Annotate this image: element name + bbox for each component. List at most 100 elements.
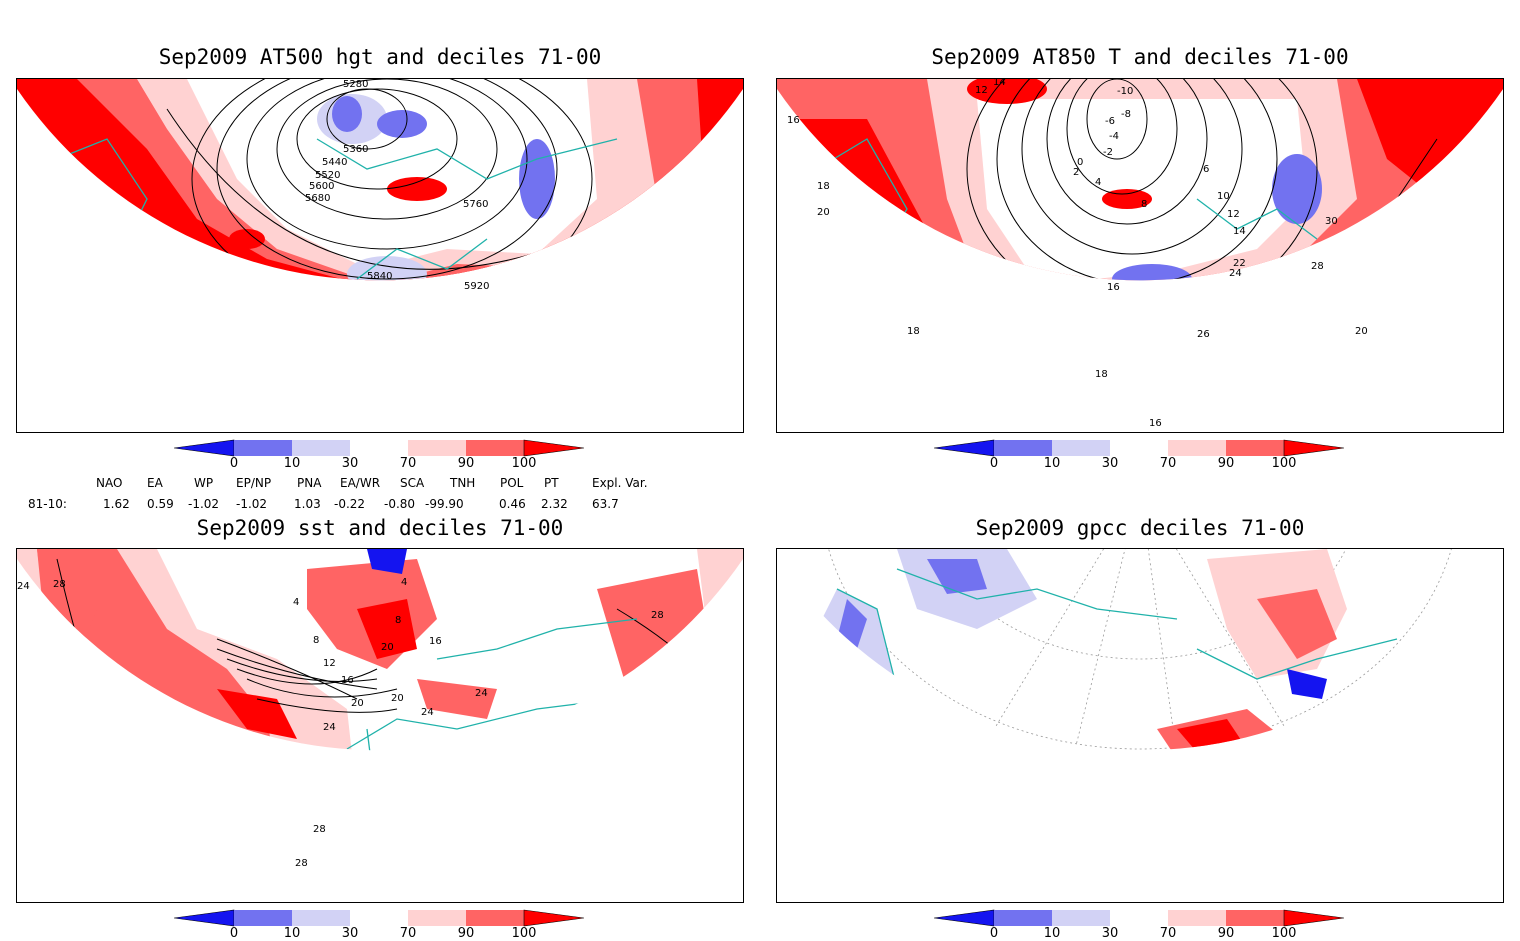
contour-label: 20 xyxy=(351,698,364,709)
colorbar-label: 70 xyxy=(399,926,417,941)
contour-labels-hgt: 5280 5360 5440 5520 5600 5680 5760 5840 … xyxy=(305,79,489,292)
colorbar-label: 30 xyxy=(341,926,359,941)
index-value: 1.03 xyxy=(294,497,321,511)
index-value: 1.62 xyxy=(103,497,130,511)
colorbar-svg xyxy=(933,439,1345,457)
colorbar-label: 90 xyxy=(457,926,475,941)
colorbar-label: 100 xyxy=(511,456,537,471)
colorbar-box xyxy=(1168,440,1226,456)
contour-label: 20 xyxy=(1355,326,1368,337)
index-value: -1.02 xyxy=(236,497,268,511)
colorbar-arrow-high xyxy=(523,909,585,927)
index-row-label: 81-10: xyxy=(28,497,67,511)
index-header: SCA xyxy=(400,476,425,490)
colorbar-label: 10 xyxy=(1043,456,1061,471)
contour-label: 16 xyxy=(787,115,800,126)
contour-label: 4 xyxy=(401,577,407,588)
colorbar-label: 30 xyxy=(341,456,359,471)
colorbar-label: 0 xyxy=(989,456,999,471)
colorbar-bottom-right: 0 10 30 70 90 100 xyxy=(933,908,1345,941)
contour-label: 5280 xyxy=(343,79,368,90)
colorbar-box xyxy=(234,910,292,926)
contour-labels-t850: 14 12 -10 -8 -6 -4 -2 0 2 4 6 8 10 12 14… xyxy=(787,79,1368,429)
index-value: 0.59 xyxy=(147,497,174,511)
colorbar-arrow-low xyxy=(933,909,995,927)
colorbar-box xyxy=(994,440,1052,456)
index-header: POL xyxy=(500,476,524,490)
contour-label: 24 xyxy=(1229,268,1242,279)
index-header: PNA xyxy=(297,476,322,490)
colorbar-arrow-high xyxy=(1283,439,1345,457)
colorbar-arrow-low xyxy=(173,439,235,457)
contour-labels-sst: 24 28 4 8 12 16 20 24 20 24 28 28 28 24 … xyxy=(17,577,664,869)
colorbar-box xyxy=(350,440,408,456)
contour-label: 16 xyxy=(429,636,442,647)
index-value: 63.7 xyxy=(592,497,619,511)
contour-label: 2 xyxy=(1073,167,1079,178)
contour-label: 24 xyxy=(323,722,336,733)
colorbar-box xyxy=(1110,910,1168,926)
contour-label: 24 xyxy=(421,707,434,718)
contour-label: 30 xyxy=(1325,216,1338,227)
contour-label: 18 xyxy=(817,181,830,192)
index-header: TNH xyxy=(450,476,476,490)
contour-label: 20 xyxy=(391,693,404,704)
colorbar-svg xyxy=(173,909,585,927)
index-header: EP/NP xyxy=(236,476,272,490)
index-value: -0.22 xyxy=(334,497,366,511)
index-value: -1.02 xyxy=(188,497,220,511)
index-header: Expl. Var. xyxy=(592,476,648,490)
map-t850-svg: 14 12 -10 -8 -6 -4 -2 0 2 4 6 8 10 12 14… xyxy=(777,79,1503,429)
contour-label: 24 xyxy=(475,688,488,699)
index-value: -0.80 xyxy=(384,497,416,511)
contour-label: -4 xyxy=(1109,131,1119,142)
colorbar-box xyxy=(1226,440,1284,456)
colorbar-top-right: 0 10 30 70 90 100 xyxy=(933,438,1345,478)
contour-label: -6 xyxy=(1105,116,1115,127)
map-sst-svg: 24 28 4 8 12 16 20 24 20 24 28 28 28 24 … xyxy=(17,549,743,869)
colorbar-box xyxy=(466,440,524,456)
index-header: EA xyxy=(147,476,163,490)
contour-label: 28 xyxy=(53,579,66,590)
contour-label: 12 xyxy=(975,85,988,96)
contour-label: -10 xyxy=(1117,86,1133,97)
contour-label: 28 xyxy=(1311,261,1324,272)
contour-label: 5600 xyxy=(309,181,334,192)
map-gpcc-svg xyxy=(777,549,1503,751)
colorbar-box xyxy=(1110,440,1168,456)
contour-label: 5920 xyxy=(464,281,489,292)
index-header: EA/WR xyxy=(340,476,381,490)
colorbar-label: 100 xyxy=(1271,456,1297,471)
contour-label: 5840 xyxy=(367,271,392,282)
contour-label: 22 xyxy=(1233,258,1246,269)
colorbar-label: 100 xyxy=(511,926,537,941)
colorbar-label: 10 xyxy=(283,456,301,471)
colorbar-svg xyxy=(933,909,1345,927)
map-panel-gpcc xyxy=(776,548,1504,903)
contour-label: 20 xyxy=(381,642,394,653)
contour-label: 4 xyxy=(1095,177,1101,188)
contour-label: 16 xyxy=(1107,282,1120,293)
contour-label: 5760 xyxy=(463,199,488,210)
colorbar-top-left: 0 10 30 70 90 100 xyxy=(173,438,585,478)
colorbar-box xyxy=(994,910,1052,926)
contour-label: 16 xyxy=(1149,418,1162,429)
contour-label: -2 xyxy=(1103,147,1113,158)
colorbar-box xyxy=(1168,910,1226,926)
contour-label: 18 xyxy=(1095,369,1108,380)
index-value: 2.32 xyxy=(541,497,568,511)
contour-label: 10 xyxy=(1217,191,1230,202)
colorbar-label: 90 xyxy=(1217,456,1235,471)
colorbar-label: 70 xyxy=(399,456,417,471)
colorbar-arrow-high xyxy=(523,439,585,457)
contour-label: 28 xyxy=(313,824,326,835)
contour-label: 28 xyxy=(295,858,308,869)
colorbar-arrow-low xyxy=(933,439,995,457)
colorbar-label: 10 xyxy=(1043,926,1061,941)
panel-title-hgt500: Sep2009 AT500 hgt and deciles 71-00 xyxy=(158,45,602,69)
colorbar-label: 10 xyxy=(283,926,301,941)
colorbar-box xyxy=(1052,910,1110,926)
contour-label: -8 xyxy=(1121,109,1131,120)
colorbar-label: 0 xyxy=(229,456,239,471)
colorbar-box xyxy=(234,440,292,456)
